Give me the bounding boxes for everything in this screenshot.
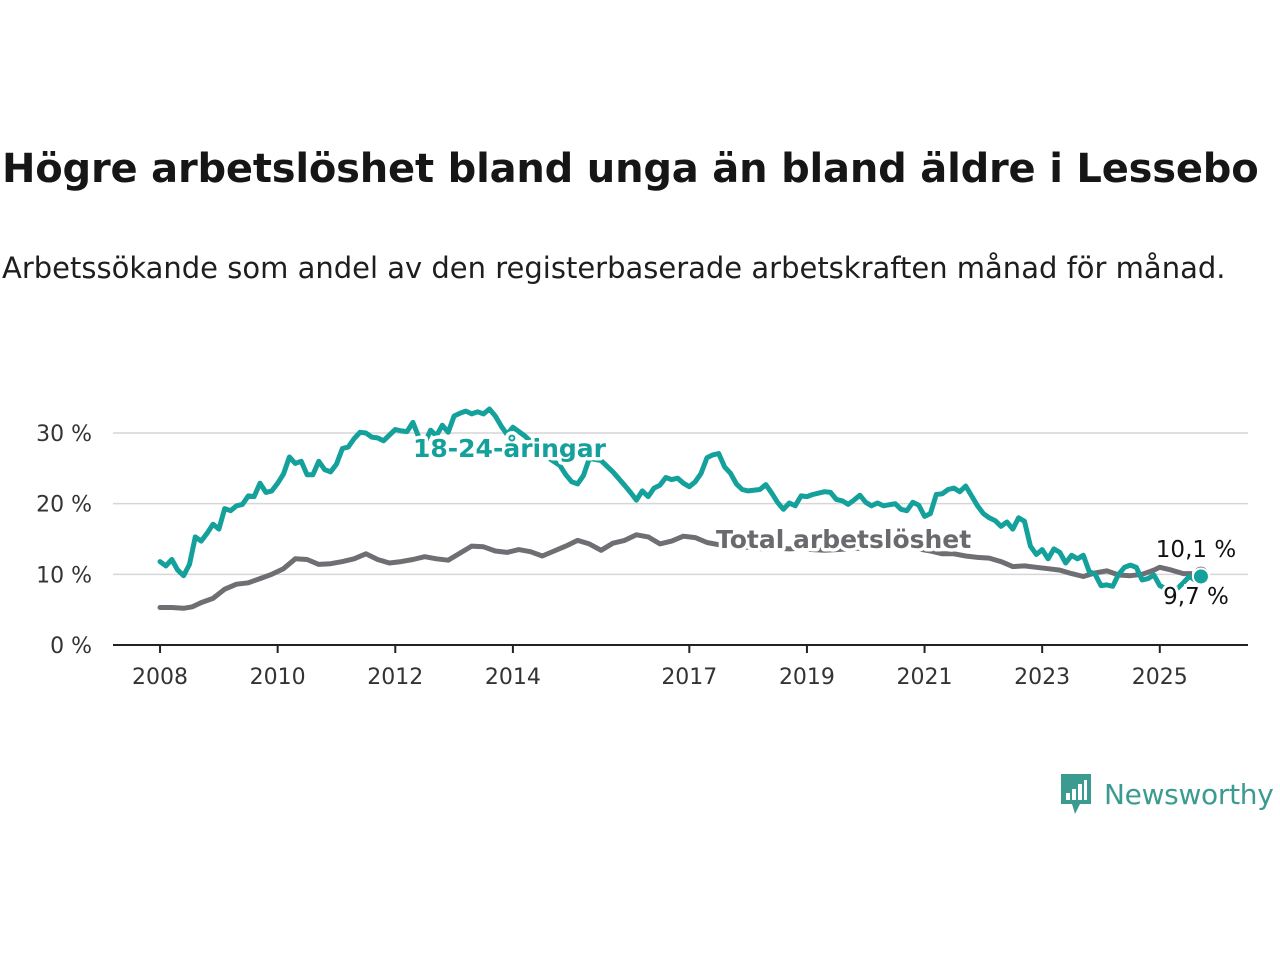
- brand[interactable]: Newsworthy: [1058, 772, 1274, 816]
- brand-name: Newsworthy: [1104, 777, 1274, 811]
- x-tick-label: 2025: [1132, 665, 1188, 690]
- y-tick-label: 20 %: [36, 493, 92, 518]
- y-tick-label: 0 %: [50, 634, 92, 659]
- series-label-total: Total arbetslöshet: [716, 525, 971, 554]
- x-tick-label: 2008: [132, 665, 188, 690]
- x-tick-label: 2021: [897, 665, 953, 690]
- newsworthy-logo-icon: [1061, 774, 1091, 814]
- x-tick-label: 2019: [779, 665, 835, 690]
- x-tick-label: 2014: [485, 665, 541, 690]
- x-tick-label: 2023: [1014, 665, 1070, 690]
- x-tick-label: 2010: [250, 665, 306, 690]
- series-line-18-24: [157, 406, 1204, 593]
- y-tick-label: 10 %: [36, 563, 92, 588]
- series-line-total: [157, 532, 1204, 611]
- chart-subtitle: Arbetssökande som andel av den registerb…: [2, 251, 1226, 285]
- chart-title: Högre arbetslöshet bland unga än bland ä…: [2, 146, 1259, 192]
- end-point-18-24: [1191, 567, 1210, 586]
- y-tick-label: 30 %: [36, 422, 92, 447]
- end-label-total: 10,1 %: [1156, 537, 1236, 563]
- end-label-18-24: 9,7 %: [1163, 584, 1229, 610]
- series-label-18-24: 18-24-åringar: [413, 434, 607, 463]
- x-tick-label: 2012: [367, 665, 423, 690]
- x-tick-label: 2017: [661, 665, 717, 690]
